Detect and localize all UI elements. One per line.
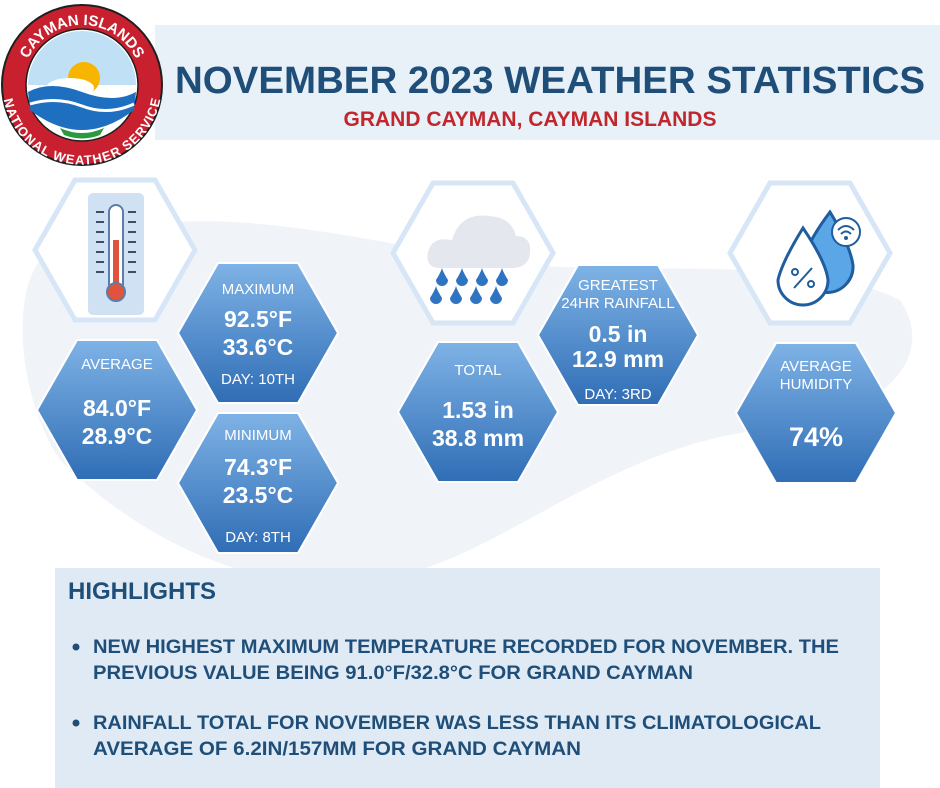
highlight-line: AVERAGE OF 6.2IN/157MM FOR GRAND CAYMAN	[93, 739, 581, 760]
maximum-value: 33.6°C	[223, 334, 294, 360]
highlight-line: PREVIOUS VALUE BEING 91.0°F/32.8°C FOR G…	[93, 663, 693, 684]
humidity-icon	[776, 209, 861, 307]
total-value: 1.53 in	[442, 397, 514, 423]
humidity-value: 74%	[789, 422, 843, 452]
greatest-value: 0.5 in	[589, 321, 648, 347]
maximum-value: 92.5°F	[224, 306, 292, 332]
greatest-value: 12.9 mm	[572, 346, 664, 372]
highlights-title: HIGHLIGHTS	[68, 578, 216, 605]
minimum-value: 74.3°F	[224, 454, 292, 480]
total-label: TOTAL	[455, 362, 502, 379]
average-value: 28.9°C	[82, 423, 153, 449]
logo: CAYMAN ISLANDS NATIONAL WEATHER SERVICE	[1, 4, 163, 168]
total-value: 38.8 mm	[432, 425, 524, 451]
highlight-line: RAINFALL TOTAL FOR NOVEMBER WAS LESS THA…	[93, 713, 821, 734]
minimum-label: MINIMUM	[224, 427, 292, 444]
maximum-label: MAXIMUM	[222, 281, 295, 298]
bullet	[72, 719, 80, 727]
humidity-label: HUMIDITY	[780, 376, 853, 393]
header-band	[155, 25, 940, 140]
maximum-day: DAY: 10TH	[221, 371, 295, 388]
highlights-box	[55, 568, 880, 788]
rain-icon	[427, 215, 531, 304]
average-value: 84.0°F	[83, 395, 151, 421]
minimum-day: DAY: 8TH	[225, 529, 291, 546]
average-label: AVERAGE	[81, 356, 152, 373]
humidity-label: AVERAGE	[780, 358, 851, 375]
bullet	[72, 643, 80, 651]
greatest-label: 24HR RAINFALL	[561, 295, 674, 312]
greatest-label: GREATEST	[578, 277, 658, 294]
title: NOVEMBER 2023 WEATHER STATISTICS	[175, 60, 925, 102]
subtitle: GRAND CAYMAN, CAYMAN ISLANDS	[344, 108, 717, 131]
data-hexagons	[35, 262, 898, 554]
minimum-value: 23.5°C	[223, 482, 294, 508]
highlight-line: NEW HIGHEST MAXIMUM TEMPERATURE RECORDED…	[93, 637, 839, 658]
greatest-day: DAY: 3RD	[584, 386, 651, 403]
thermometer-icon	[88, 193, 144, 315]
